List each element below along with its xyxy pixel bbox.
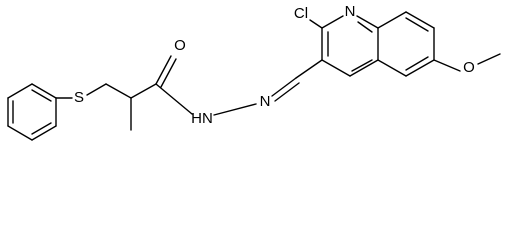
bond [7,83,33,99]
bond [405,11,435,29]
bond [377,11,407,29]
atom-label: Cl [294,5,308,22]
bond [31,83,57,99]
bond [86,83,107,96]
bond [155,55,172,85]
bond [271,77,297,97]
molecule-diagram: O Cl N O S N HN [7,3,501,141]
bond [309,19,323,29]
bond [356,15,379,29]
bond [130,83,157,99]
bond [31,125,57,141]
bond [357,21,373,33]
bond [405,17,429,32]
bond [377,59,407,77]
bond [349,59,379,77]
atom-label: S [74,89,84,106]
bond [405,59,435,77]
bond [105,83,132,99]
atom-label: O [463,59,475,76]
atom-label: O [174,37,186,54]
bond [31,89,52,102]
atom-label: N [345,3,356,20]
bond [160,58,177,88]
bond [321,15,344,29]
bond [433,59,461,72]
bond [213,103,257,116]
bond [405,56,429,71]
bond [7,125,33,141]
bond [31,122,52,135]
bonds [7,11,501,141]
bond [295,59,323,79]
bond [321,59,351,77]
atom-label: N [260,93,271,110]
atom-labels: O Cl N O S N HN [74,3,475,127]
bond [274,82,300,102]
bond [351,59,373,72]
bond [477,53,501,65]
atom-label: HN [191,110,213,127]
bond [155,83,193,115]
